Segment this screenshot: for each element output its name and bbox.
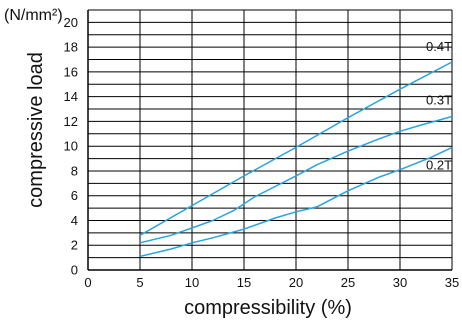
x-tick-label: 15 xyxy=(237,275,251,290)
series-line-0.4T xyxy=(139,61,453,236)
series-label-0.2T: 0.2T xyxy=(426,157,452,172)
y-tick-label: 2 xyxy=(71,238,78,253)
y-tick-label: 10 xyxy=(64,139,78,154)
y-tick-label: 4 xyxy=(71,213,78,228)
series-label-0.4T: 0.4T xyxy=(426,39,452,54)
series-labels: 0.4T 0.3T 0.2T xyxy=(426,39,452,172)
series-lines xyxy=(139,61,453,258)
x-tick-label: 30 xyxy=(393,275,407,290)
x-tick-label: 10 xyxy=(185,275,199,290)
y-tick-label: 6 xyxy=(71,188,78,203)
x-tick-label: 20 xyxy=(289,275,303,290)
grid xyxy=(87,9,453,271)
x-tick-label: 35 xyxy=(445,275,459,290)
series-label-0.3T: 0.3T xyxy=(426,92,452,107)
series-line-0.3T xyxy=(139,115,453,244)
x-tick-labels: 0 5 10 15 20 25 30 35 xyxy=(84,275,459,290)
x-tick-label: 5 xyxy=(136,275,143,290)
y-tick-labels: 0 2 4 6 8 10 12 14 16 18 20 xyxy=(64,15,78,278)
y-tick-label: 8 xyxy=(71,163,78,178)
y-tick-label: 20 xyxy=(64,15,78,30)
y-tick-label: 14 xyxy=(64,89,78,104)
x-tick-label: 25 xyxy=(341,275,355,290)
y-tick-label: 12 xyxy=(64,114,78,129)
y-tick-label: 16 xyxy=(64,64,78,79)
y-tick-label: 0 xyxy=(71,263,78,278)
y-axis-title: compressive load xyxy=(25,52,47,208)
y-tick-label: 18 xyxy=(64,40,78,55)
y-unit-label: (N/mm²) xyxy=(4,7,63,24)
x-axis-title: compressibility (%) xyxy=(184,297,352,319)
series-line-0.2T xyxy=(139,146,453,258)
x-tick-label: 0 xyxy=(84,275,91,290)
